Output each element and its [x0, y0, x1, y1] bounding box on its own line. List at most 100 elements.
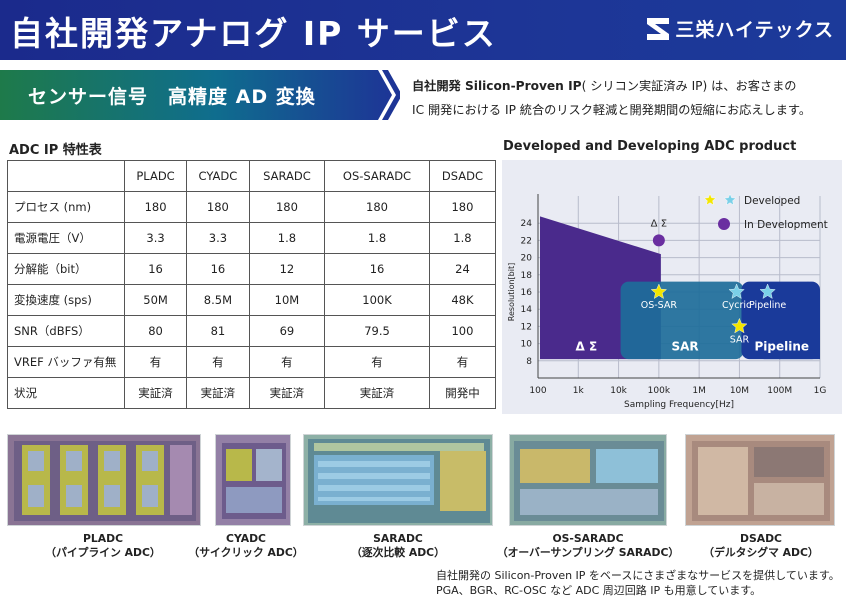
table-cell: 8.5M — [186, 284, 250, 316]
table-cell: 180 — [324, 191, 430, 223]
table-row-label: 分解能（bit） — [7, 253, 125, 285]
table-cell: 3.3 — [186, 222, 250, 254]
chip-caption-dsadc: DSADC （デルタシグマ ADC） — [696, 532, 826, 560]
data-point-label: OS-SAR — [641, 300, 678, 311]
x-tick-label: 1G — [814, 386, 827, 396]
chip-caption-name: OS-SARADC — [552, 532, 624, 545]
table-cell: 1.8 — [324, 222, 430, 254]
data-point-star — [759, 283, 776, 299]
x-tick-label: 100k — [648, 386, 671, 396]
table-cell: 16 — [324, 253, 430, 285]
legend-label-in-development: In Development — [744, 219, 828, 231]
chip-caption-pladc: PLADC （パイプライン ADC） — [43, 532, 163, 560]
table-cell: 実証済 — [324, 377, 430, 409]
table-row-label: 状況 — [7, 377, 125, 409]
table-cell: 100 — [428, 315, 497, 347]
banner-shape — [0, 70, 400, 120]
y-tick-label: 10 — [521, 340, 533, 350]
table-cell: 有 — [324, 346, 430, 378]
table-cell: 180 — [248, 191, 326, 223]
table-row-label: プロセス (nm) — [7, 191, 125, 223]
y-tick-label: 16 — [521, 288, 533, 298]
chip-caption-name: CYADC — [226, 532, 266, 545]
y-tick-label: 20 — [521, 254, 533, 264]
table-row: VREF バッファ有無有有有有有 — [7, 346, 497, 378]
table-row-label: VREF バッファ有無 — [7, 346, 125, 378]
footer-line1: 自社開発の Silicon-Proven IP をベースにさまざまなサービスを提… — [436, 569, 840, 582]
table-cell: 69 — [248, 315, 326, 347]
table-row: 分解能（bit） 16 16 12 16 24 — [7, 253, 497, 285]
legend-label-developed: Developed — [744, 195, 800, 207]
table-row: SNR（dBFS） 80 81 69 79.5 100 — [7, 315, 497, 347]
table-cell: 実証済 — [123, 377, 188, 409]
region-label: SAR — [671, 339, 698, 353]
table-cell: 81 — [186, 315, 250, 347]
chip-caption-desc: （サイクリック ADC） — [188, 546, 304, 559]
chip-caption-desc: （逐次比較 ADC） — [351, 546, 445, 559]
table-cell: 有 — [428, 346, 497, 378]
y-tick-label: 22 — [521, 236, 532, 246]
data-point-label: Δ Σ — [651, 218, 667, 229]
table-row-label: SNR（dBFS） — [7, 315, 125, 347]
table-cell: 10M — [248, 284, 326, 316]
table-cell: 180 — [123, 191, 188, 223]
table-cell: 180 — [186, 191, 250, 223]
table-cell: 79.5 — [324, 315, 430, 347]
chip-caption-cyadc: CYADC （サイクリック ADC） — [186, 532, 306, 560]
chip-caption-os-saradc: OS-SARADC （オーバーサンプリング SARADC） — [496, 532, 680, 560]
company-logo: 三栄ハイテックス — [645, 14, 834, 42]
table-row: プロセス (nm) 180 180 180 180 180 — [7, 191, 497, 223]
table-column-header: CYADC — [186, 160, 250, 192]
data-point-circle — [652, 234, 665, 247]
data-point-label: Pipeline — [749, 300, 786, 311]
data-point-star — [650, 283, 667, 299]
x-tick-label: 10k — [610, 386, 627, 396]
region-pipeline-cap — [763, 281, 820, 360]
table-cell: 16 — [186, 253, 250, 285]
logo-mark-icon — [647, 18, 670, 40]
table-row: 変換速度 (sps) 50M 8.5M 10M 100K 48K — [7, 284, 497, 316]
header-bar: 自社開発アナログ IP サービス 三栄ハイテックス — [0, 0, 846, 60]
chip-caption-name: SARADC — [373, 532, 423, 545]
x-axis-label: Sampling Frequency[Hz] — [624, 400, 734, 410]
cyadc-chip-image — [215, 434, 291, 526]
region-label: Pipeline — [754, 339, 809, 353]
section-banner: センサー信号 高精度 AD 変換 — [0, 70, 400, 120]
table-cell: 実証済 — [248, 377, 326, 409]
table-cell: 有 — [186, 346, 250, 378]
table-column-header: SARADC — [248, 160, 326, 192]
chip-caption-name: DSADC — [740, 532, 782, 545]
intro-line1: ( シリコン実証済み IP) は、お客さまの — [581, 79, 797, 93]
pladc-chip-image — [7, 434, 201, 526]
table-title: ADC IP 特性表 — [9, 143, 102, 158]
y-tick-label: 14 — [521, 305, 533, 315]
region-label: Δ Σ — [576, 339, 598, 353]
region-sar — [620, 281, 744, 360]
dsadc-chip-image — [685, 434, 835, 526]
data-point-star — [731, 317, 748, 334]
table-corner-cell — [7, 160, 125, 192]
table-cell: 24 — [428, 253, 497, 285]
saradc-chip-image — [303, 434, 493, 526]
table-row: 状況 実証済 実証済 実証済 実証済 開発中 — [7, 377, 497, 409]
x-tick-label: 100 — [529, 386, 546, 396]
table-cell: 実証済 — [186, 377, 250, 409]
table-row: 電源電圧（V） 3.3 3.3 1.8 1.8 1.8 — [7, 222, 497, 254]
data-point-star — [728, 283, 745, 299]
table-column-header: DSADC — [428, 160, 497, 192]
footer-note: 自社開発の Silicon-Proven IP をベースにさまざまなサービスを提… — [436, 568, 840, 598]
chip-caption-desc: （オーバーサンプリング SARADC） — [496, 546, 680, 559]
x-tick-label: 10M — [730, 386, 749, 396]
data-point-label: SAR — [730, 334, 750, 345]
table-cell: 3.3 — [123, 222, 188, 254]
table-cell: 開発中 — [428, 377, 497, 409]
table-column-header: OS-SARADC — [324, 160, 430, 192]
chip-caption-name: PLADC — [82, 532, 124, 545]
table-cell: 80 — [123, 315, 188, 347]
footer-line2: PGA、BGR、RC-OSC など ADC 周辺回路 IP も用意しています。 — [436, 584, 762, 597]
chip-photos — [7, 434, 841, 530]
table-cell: 48K — [428, 284, 497, 316]
chip-caption-saradc: SARADC （逐次比較 ADC） — [338, 532, 458, 560]
adc-chart: Δ Σ SAR Pipeline 100 1k 10k 100k 1M 10M 100M 1G 8 10… — [502, 160, 842, 414]
